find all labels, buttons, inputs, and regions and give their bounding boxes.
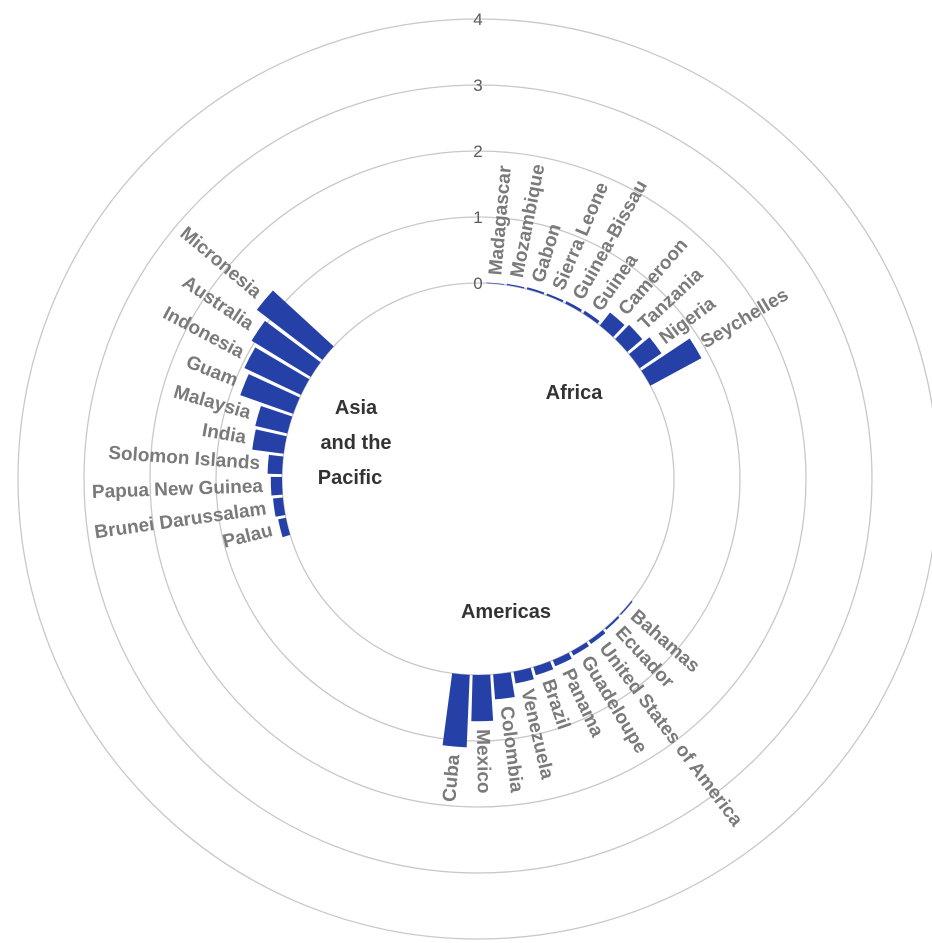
bars [240, 282, 702, 748]
bar-malaysia [255, 406, 293, 434]
group-label-americas: Americas [461, 601, 551, 623]
r-tick-label: 2 [473, 142, 482, 161]
bar-brazil [533, 661, 554, 676]
group-labels: Africa Americas Asia and the Pacific [318, 382, 603, 623]
category-label-mexico: Mexico [472, 729, 494, 794]
grid-ring-4 [17, 18, 932, 940]
bar-panama [552, 652, 572, 667]
bar-sierra-leone [546, 293, 564, 303]
r-tick-label: 1 [473, 208, 482, 227]
bar-tanzania [615, 324, 643, 352]
r-tick-label: 4 [473, 10, 482, 29]
bar-united-states-of-america [588, 630, 606, 644]
group-label-asia-line3: Pacific [318, 467, 382, 489]
bar-mozambique [506, 283, 525, 289]
bar-colombia [493, 672, 515, 700]
category-label-united-states-of-america: United States of America [595, 639, 747, 831]
grid-rings [17, 18, 932, 940]
category-label-seychelles: Seychelles [697, 284, 792, 353]
group-label-africa: Africa [546, 382, 604, 404]
r-tick-label: 3 [473, 76, 482, 95]
category-label-malaysia: Malaysia [171, 382, 253, 424]
bar-guinea-bissau [565, 301, 583, 313]
category-label-palau: Palau [221, 520, 275, 553]
bar-brunei-darussalam [273, 497, 286, 517]
bar-indonesia [244, 347, 310, 395]
bar-gabon [526, 287, 545, 295]
bar-cuba [442, 673, 470, 748]
bar-guam [240, 374, 300, 414]
bar-micronesia [256, 290, 334, 360]
bar-solomon-islands [267, 454, 284, 475]
category-label-cuba: Cuba [439, 753, 464, 803]
bar-guinea [583, 310, 600, 324]
bar-bahamas [619, 600, 633, 616]
category-label-colombia: Colombia [495, 705, 526, 794]
bar-guadeloupe [571, 642, 589, 656]
bar-palau [278, 517, 291, 538]
group-label-asia-line1: Asia [335, 397, 378, 419]
bar-ecuador [605, 616, 620, 630]
r-tick-label: 0 [473, 274, 482, 293]
grid-ring-1 [215, 216, 741, 742]
radial-tick-labels: 0 1 2 3 4 [473, 10, 482, 293]
grid-ring-3 [83, 84, 873, 874]
bar-australia [251, 320, 321, 377]
grid-ring-2 [149, 150, 807, 808]
bar-cameroon [599, 312, 625, 338]
category-label-papua-new-guinea: Papua New Guinea [92, 476, 264, 503]
bar-india [252, 429, 287, 454]
bar-papua-new-guinea [270, 476, 283, 496]
bar-madagascar [486, 282, 504, 285]
bar-mexico [471, 674, 494, 722]
bar-nigeria [629, 337, 662, 369]
category-label-solomon-islands: Solomon Islands [108, 443, 261, 475]
bar-seychelles [641, 338, 702, 386]
bar-venezuela [513, 667, 534, 684]
category-label-india: India [200, 420, 248, 448]
group-label-asia-line2: and the [320, 432, 391, 454]
